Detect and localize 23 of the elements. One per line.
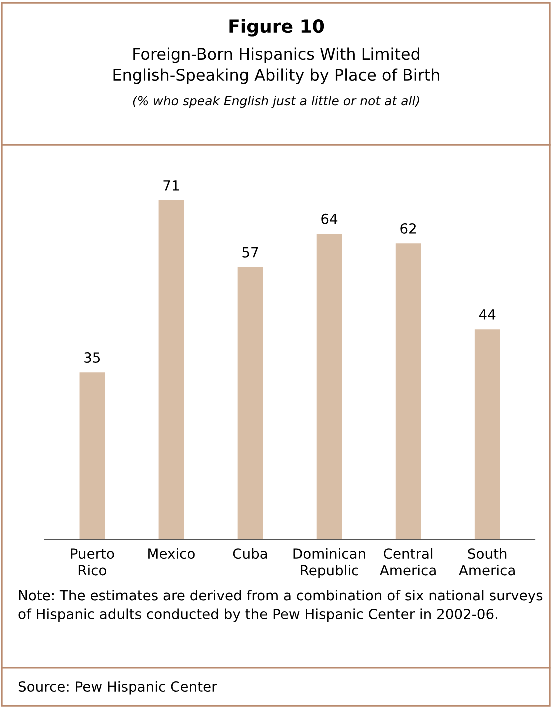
bar bbox=[474, 330, 500, 540]
bar bbox=[396, 244, 422, 540]
source-note: Source: Pew Hispanic Center bbox=[18, 681, 218, 695]
x-tick-label: Central America bbox=[380, 548, 436, 576]
data-label: 35 bbox=[84, 352, 100, 364]
bar bbox=[80, 372, 106, 540]
data-label: 44 bbox=[479, 310, 496, 320]
text: (% who speak English just a little or not at all) bbox=[133, 96, 420, 108]
data-label: 62 bbox=[400, 223, 416, 234]
x-tick-label: Dominican Republic bbox=[294, 548, 366, 578]
bar bbox=[316, 234, 342, 540]
bar bbox=[238, 267, 264, 540]
x-tick-label: Mexico bbox=[148, 548, 195, 560]
x-tick-label: Puerto Rico bbox=[71, 548, 114, 576]
data-label: 57 bbox=[242, 248, 258, 258]
chart-title: Figure 10 bbox=[230, 19, 324, 37]
bar bbox=[158, 200, 184, 540]
chart-subtitle: Foreign-Born Hispanics With Limited English-Speaking Ability by Place of Birth bbox=[114, 48, 440, 84]
data-label: 71 bbox=[164, 180, 180, 191]
text: Note: The estimates are derived from a combination of six national surveys of Hispanic adults conducted by the Pew Hispanic Center in 2002-06. bbox=[18, 590, 543, 622]
x-tick-label: South America bbox=[459, 548, 515, 576]
data-label: 64 bbox=[322, 214, 338, 224]
x-tick-label: Cuba bbox=[233, 548, 268, 560]
